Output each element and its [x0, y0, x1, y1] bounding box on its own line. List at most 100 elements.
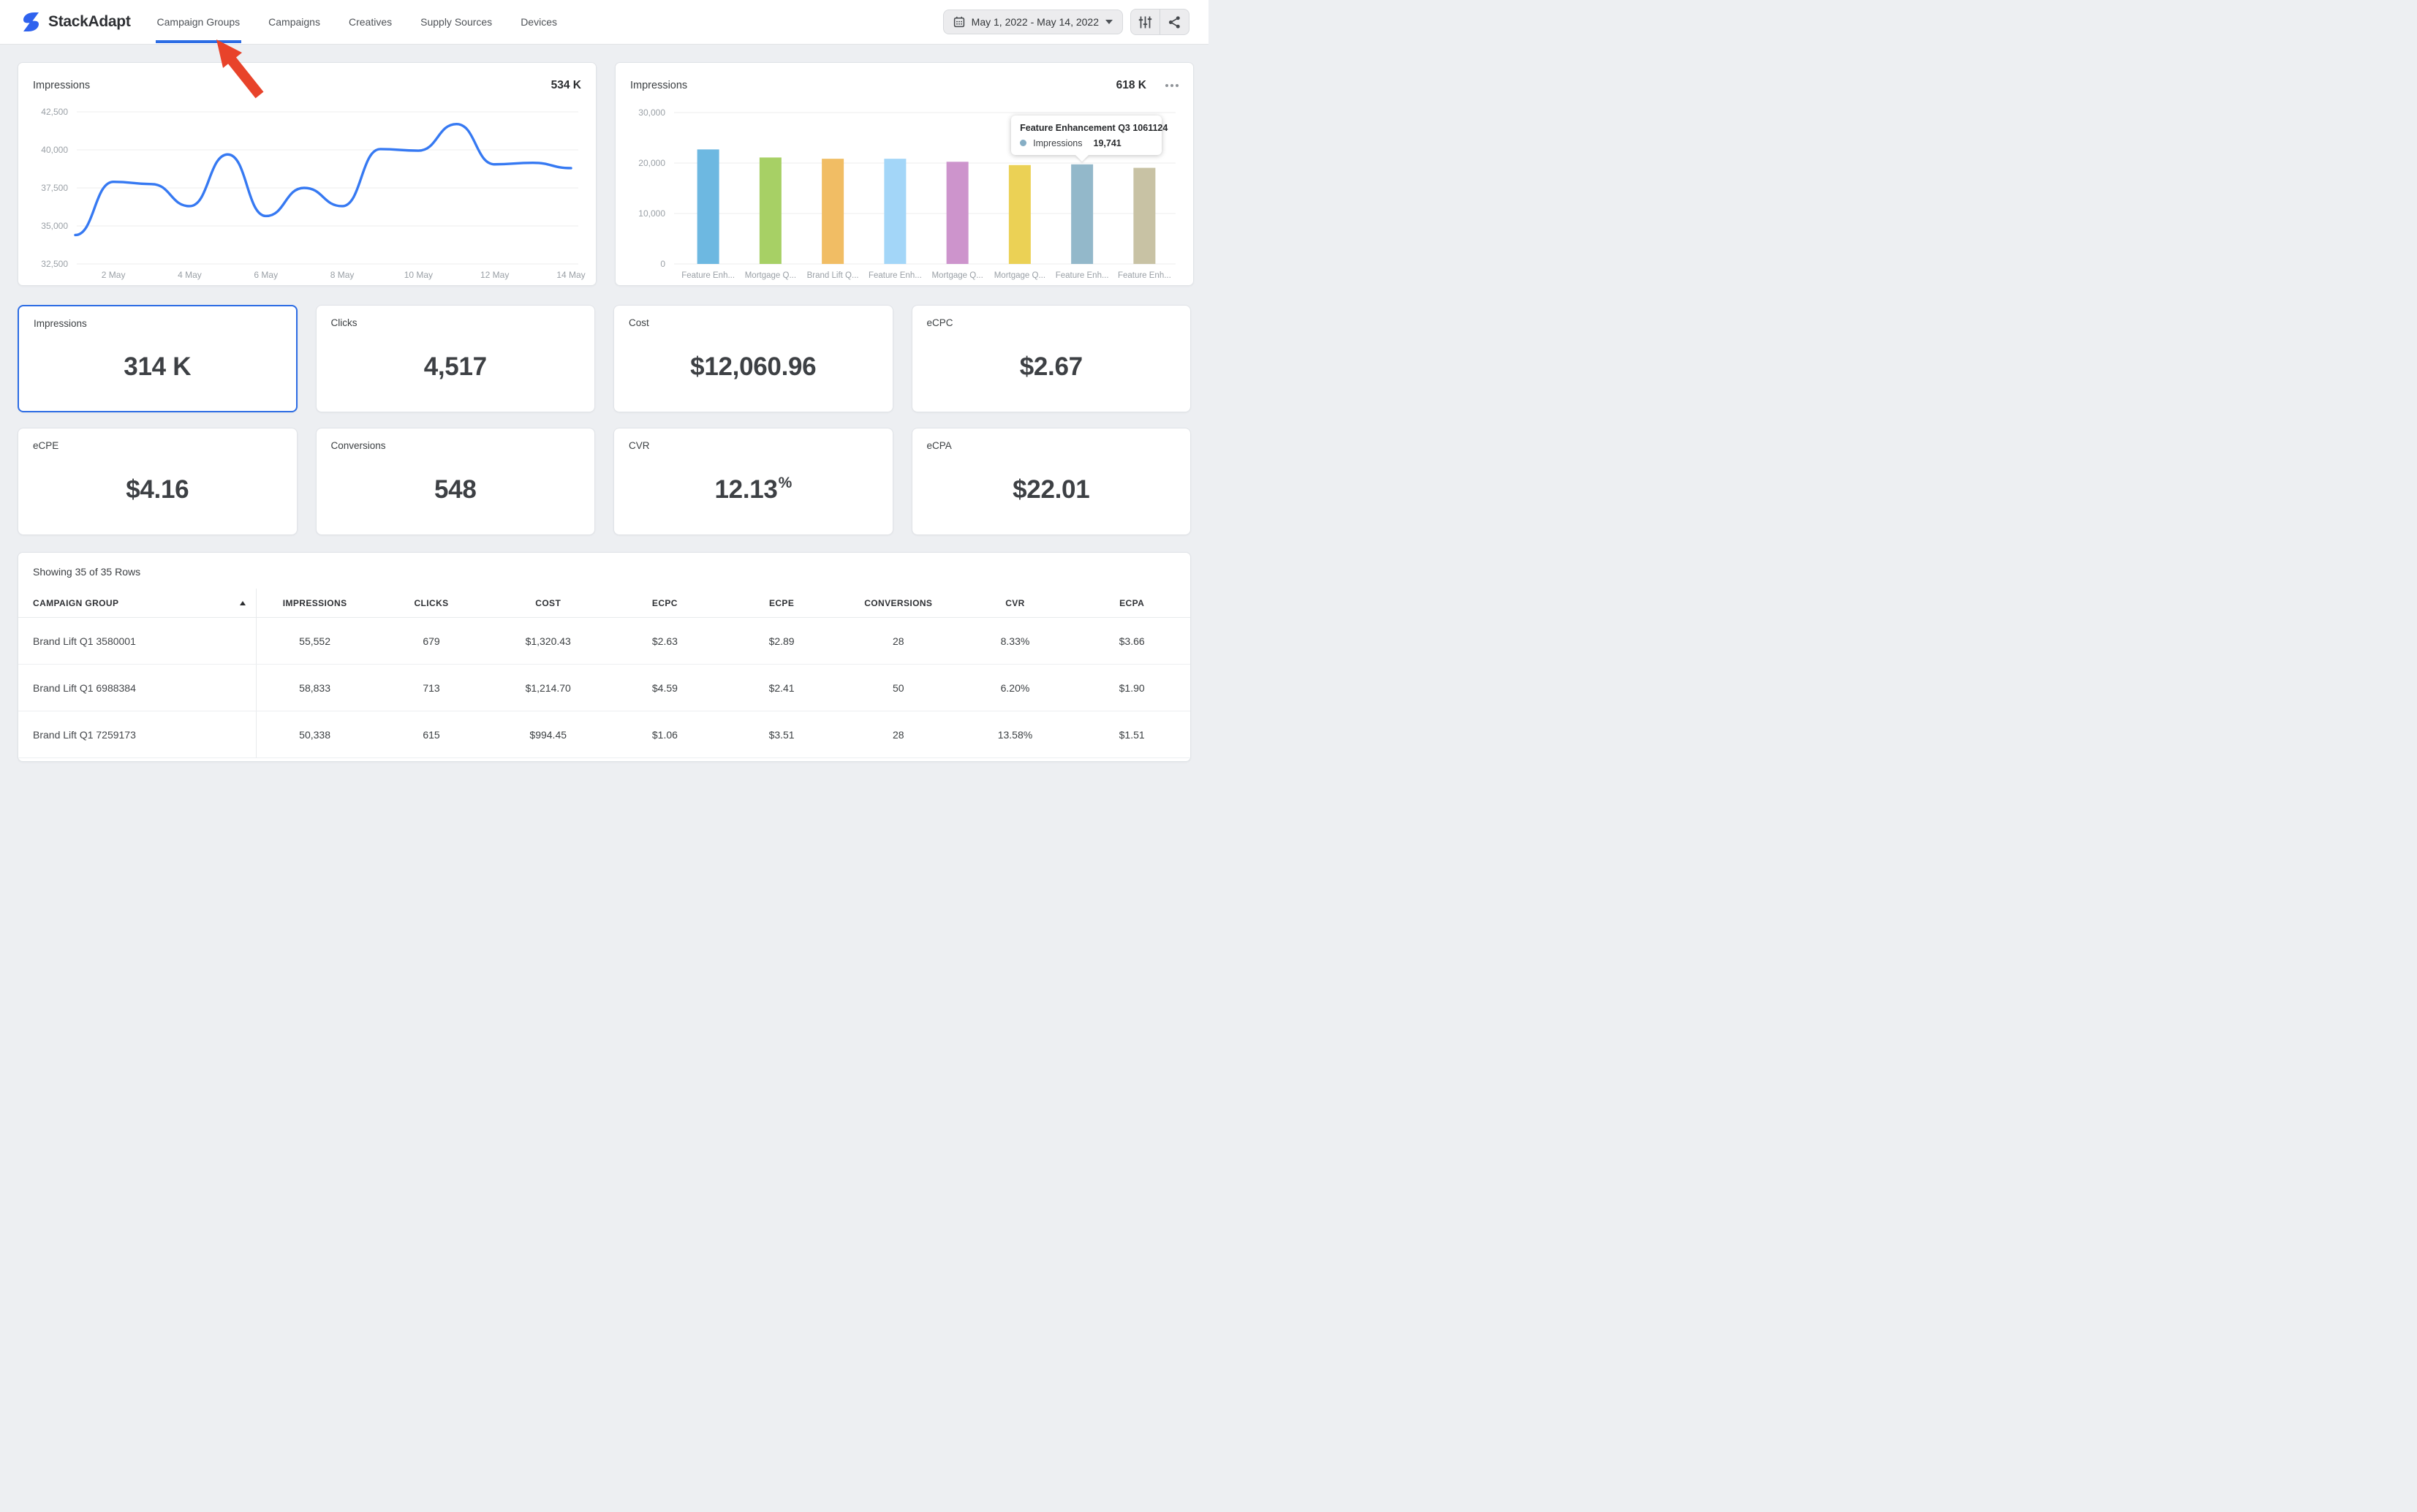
- y-axis-label: 40,000: [41, 145, 68, 155]
- table-cell: $1,214.70: [489, 664, 607, 711]
- table-row-brand-lift-q1-6988384[interactable]: Brand Lift Q1 6988384 58,833 713 $1,214.70 $…: [18, 664, 1190, 711]
- column-header-ecpc[interactable]: ECPC: [606, 589, 724, 618]
- table-row-brand-lift-q1-7259173[interactable]: Brand Lift Q1 7259173 50,338 615 $994.45 $1.…: [18, 711, 1190, 758]
- kpi-card-clicks[interactable]: Clicks 4,517: [315, 305, 595, 412]
- kpi-label: Cost: [629, 317, 649, 328]
- kpi-value: 4,517: [423, 352, 487, 381]
- table-cell: 58,833: [256, 664, 374, 711]
- kpi-label: eCPE: [33, 440, 59, 451]
- column-header-clicks[interactable]: CLICKS: [373, 589, 490, 618]
- bar-feature-enh-3[interactable]: [884, 159, 907, 264]
- sort-ascending-icon: [240, 600, 246, 605]
- y-axis-label: 10,000: [638, 208, 665, 219]
- kpi-label: Conversions: [330, 440, 386, 451]
- y-axis-label: 42,500: [41, 107, 68, 117]
- filters-button[interactable]: [1131, 10, 1160, 34]
- table-cell: $2.41: [723, 664, 840, 711]
- table-cell: $2.89: [723, 617, 840, 665]
- chart-menu-button[interactable]: [1165, 81, 1179, 90]
- bar-brand-lift-q-2[interactable]: [822, 159, 844, 264]
- tooltip-title: Feature Enhancement Q3 1061124: [1020, 122, 1168, 133]
- kpi-label: Clicks: [330, 317, 358, 328]
- table-cell: $1.06: [606, 711, 724, 758]
- nav-item-campaigns[interactable]: Campaigns: [268, 16, 320, 28]
- charts-row: Impressions 534 K 32,500 35,000 37,500 40,0…: [18, 62, 1194, 286]
- bar-chart-title: Impressions: [630, 80, 688, 91]
- x-axis-label: Feature Enh...: [1118, 271, 1171, 280]
- x-axis-label: 8 May: [330, 270, 355, 280]
- table-cell: Brand Lift Q1 6988384: [18, 664, 257, 711]
- column-header-cvr[interactable]: CVR: [956, 589, 1074, 618]
- column-header-label: CAMPAIGN GROUP: [33, 597, 119, 608]
- y-axis-label: 32,500: [41, 259, 68, 269]
- x-axis-label: Feature Enh...: [869, 271, 922, 280]
- table-cell: 679: [373, 617, 490, 665]
- x-axis-label: Mortgage Q...: [745, 271, 796, 280]
- y-axis-label: 37,500: [41, 183, 68, 193]
- kpi-card-ecpa[interactable]: eCPA $22.01: [911, 428, 1191, 535]
- kpi-card-ecpe[interactable]: eCPE $4.16: [18, 428, 298, 535]
- kpi-card-impressions[interactable]: Impressions 314 K: [18, 305, 298, 412]
- kpi-card-cost[interactable]: Cost $12,060.96: [613, 305, 893, 412]
- chevron-down-icon: [1105, 20, 1113, 24]
- bar-mortgage-q-1[interactable]: [759, 157, 782, 264]
- y-axis-label: 0: [660, 259, 665, 269]
- nav-item-devices[interactable]: Devices: [521, 16, 557, 28]
- table-cell: 50: [839, 664, 957, 711]
- tooltip-value: 19,741: [1093, 137, 1121, 148]
- column-header-ecpa[interactable]: ECPA: [1073, 589, 1190, 618]
- column-header-cost[interactable]: COST: [489, 589, 607, 618]
- kpi-label: eCPA: [926, 440, 952, 451]
- calendar-icon: [953, 16, 964, 28]
- line-chart-plot: 32,500 35,000 37,500 40,000 42,500 2 May 4 May…: [33, 98, 585, 282]
- brand-logo[interactable]: StackAdapt: [19, 0, 131, 44]
- table-cell: $3.66: [1073, 617, 1190, 665]
- nav-item-supply-sources[interactable]: Supply Sources: [420, 16, 493, 28]
- bar-chart-total: 618 K: [1116, 79, 1146, 91]
- kpi-value: 314 K: [124, 352, 192, 381]
- y-axis-label: 30,000: [638, 107, 665, 118]
- table-row-brand-lift-q1-3580001[interactable]: Brand Lift Q1 3580001 55,552 679 $1,320.43 $…: [18, 617, 1190, 665]
- app-header: StackAdapt Campaign Groups Campaigns Creat…: [0, 0, 1208, 45]
- x-axis-label: Mortgage Q...: [994, 271, 1045, 280]
- bar-mortgage-q-4[interactable]: [946, 162, 969, 264]
- x-axis-label: 2 May: [102, 270, 126, 280]
- table-cell: 50,338: [256, 711, 374, 758]
- bar-feature-enh-6[interactable]: [1071, 164, 1094, 264]
- kpi-grid: Impressions 314 K Clicks 4,517 Cost $12,060.9…: [18, 305, 1191, 535]
- stackadapt-logo-icon: [23, 12, 39, 31]
- share-button[interactable]: [1160, 10, 1189, 34]
- x-axis-label: 14 May: [556, 270, 585, 280]
- kpi-value: 12.13%: [714, 474, 793, 504]
- kpi-card-conversions[interactable]: Conversions 548: [315, 428, 595, 535]
- date-range-picker[interactable]: May 1, 2022 - May 14, 2022: [942, 10, 1123, 34]
- table-summary: Showing 35 of 35 Rows: [33, 566, 141, 578]
- series-dot-icon: [1020, 140, 1027, 147]
- bar-feature-enh-0[interactable]: [697, 149, 719, 264]
- kpi-value: $2.67: [1019, 352, 1083, 381]
- kpi-card-cvr[interactable]: CVR 12.13%: [613, 428, 893, 535]
- tooltip-caret: [1075, 154, 1089, 162]
- tooltip-series-label: Impressions: [1033, 137, 1083, 148]
- x-axis-label: 12 May: [480, 270, 509, 280]
- date-range-label: May 1, 2022 - May 14, 2022: [971, 16, 1099, 28]
- table-cell: $2.63: [606, 617, 724, 665]
- campaign-groups-table: CAMPAIGN GROUP IMPRESSIONS CLICKS COST ECPC E…: [18, 589, 1190, 758]
- column-header-campaign-group[interactable]: CAMPAIGN GROUP: [18, 589, 257, 618]
- sliders-icon: [1138, 16, 1152, 28]
- column-header-impressions[interactable]: IMPRESSIONS: [256, 589, 374, 618]
- kpi-value: 548: [434, 475, 477, 504]
- kpi-card-ecpc[interactable]: eCPC $2.67: [911, 305, 1191, 412]
- column-header-conversions[interactable]: CONVERSIONS: [839, 589, 957, 618]
- table-cell: 8.33%: [956, 617, 1074, 665]
- bar-mortgage-q-5[interactable]: [1008, 165, 1031, 264]
- x-axis-label: 4 May: [178, 270, 202, 280]
- table-cell: $1,320.43: [489, 617, 607, 665]
- nav-item-creatives[interactable]: Creatives: [348, 16, 393, 28]
- nav-item-campaign-groups[interactable]: Campaign Groups: [155, 0, 241, 44]
- kpi-label: CVR: [629, 440, 650, 451]
- bar-feature-enh-7[interactable]: [1133, 167, 1156, 264]
- kpi-value: $22.01: [1013, 475, 1090, 504]
- column-header-ecpe[interactable]: ECPE: [723, 589, 840, 618]
- table-cell: 13.58%: [956, 711, 1074, 758]
